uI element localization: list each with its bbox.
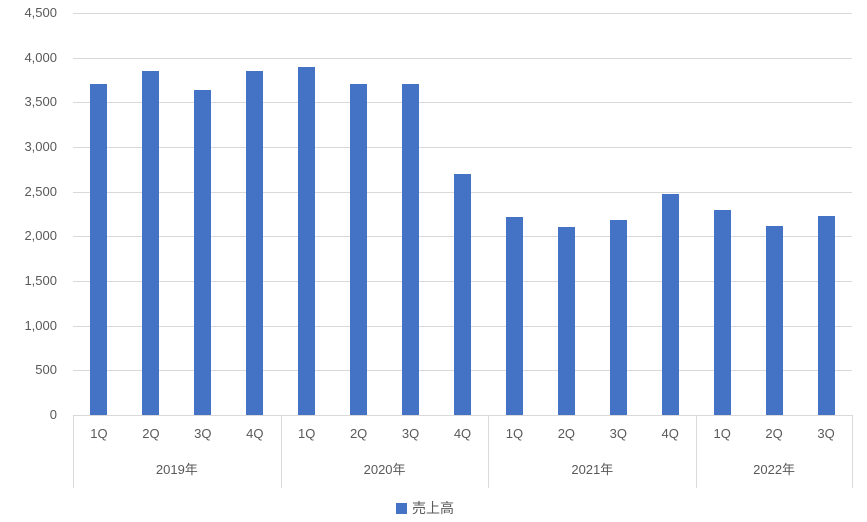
quarter-label: 3Q bbox=[401, 426, 420, 441]
bar[interactable] bbox=[350, 83, 368, 415]
y-tick-label: 500 bbox=[35, 362, 57, 378]
quarter-label: 1Q bbox=[90, 426, 108, 441]
bar[interactable] bbox=[90, 83, 108, 415]
legend-swatch-icon[interactable] bbox=[396, 502, 407, 514]
axis-separator bbox=[488, 415, 490, 488]
y-tick-label: 2,500 bbox=[24, 183, 57, 199]
year-label: 2022年 bbox=[753, 462, 796, 477]
bar[interactable] bbox=[142, 71, 160, 415]
bar[interactable] bbox=[298, 67, 316, 415]
quarter-label: 4Q bbox=[453, 426, 472, 441]
quarter-label: 3Q bbox=[609, 426, 627, 441]
bar[interactable] bbox=[246, 71, 264, 415]
bar[interactable] bbox=[505, 216, 523, 415]
y-tick-label: 1,500 bbox=[24, 273, 57, 288]
axis-separator bbox=[696, 415, 698, 488]
bar[interactable] bbox=[402, 83, 420, 415]
quarter-label: 2Q bbox=[765, 426, 783, 441]
quarter-label: 1Q bbox=[505, 426, 524, 441]
year-label: 2020年 bbox=[363, 462, 406, 477]
quarter-label: 2Q bbox=[557, 426, 576, 441]
gridline bbox=[73, 147, 852, 148]
quarter-label: 3Q bbox=[817, 426, 835, 441]
year-label: 2019年 bbox=[155, 462, 198, 477]
x-axis-line bbox=[73, 415, 852, 416]
quarter-label: 1Q bbox=[298, 426, 316, 441]
y-tick-label: 0 bbox=[49, 407, 57, 422]
gridline bbox=[73, 57, 852, 59]
bar[interactable] bbox=[713, 210, 731, 415]
y-tick-label: 2,000 bbox=[24, 228, 57, 244]
y-tick-label: 3,500 bbox=[24, 94, 57, 110]
quarter-label: 2Q bbox=[142, 426, 160, 441]
y-tick-label: 4,500 bbox=[24, 5, 57, 20]
bar[interactable] bbox=[609, 220, 627, 415]
quarter-label: 4Q bbox=[246, 426, 264, 441]
axis-separator bbox=[280, 415, 282, 488]
axis-separator bbox=[73, 415, 74, 488]
quarter-label: 1Q bbox=[713, 426, 731, 441]
bar[interactable] bbox=[557, 227, 575, 415]
quarter-label: 2Q bbox=[349, 426, 368, 441]
legend-label[interactable]: 売上高 bbox=[412, 500, 454, 516]
bar[interactable] bbox=[817, 215, 835, 415]
bar[interactable] bbox=[765, 225, 783, 415]
axis-separator bbox=[852, 415, 853, 488]
y-tick-label: 4,000 bbox=[24, 49, 57, 65]
year-label: 2021年 bbox=[571, 462, 614, 477]
bar[interactable] bbox=[454, 173, 471, 415]
bar[interactable] bbox=[661, 194, 679, 415]
y-tick-label: 3,000 bbox=[24, 139, 57, 154]
gridline bbox=[73, 102, 852, 104]
gridline bbox=[73, 13, 852, 14]
legend[interactable]: 売上高 bbox=[0, 499, 850, 517]
y-tick-label: 1,000 bbox=[24, 317, 57, 333]
bar[interactable] bbox=[194, 89, 212, 415]
quarter-label: 4Q bbox=[661, 426, 679, 441]
quarter-label: 3Q bbox=[194, 426, 212, 441]
